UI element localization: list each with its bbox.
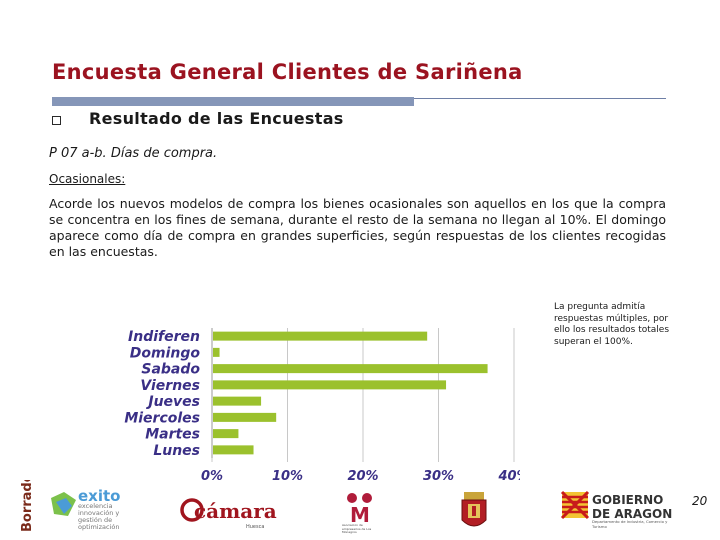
x-tick-label: 30% [423, 469, 454, 484]
page-number: 20 [692, 494, 708, 508]
x-tick-label: 10% [272, 469, 303, 484]
camara-logo: cámara Huesca [180, 498, 277, 530]
days-bar-chart: 0% 10% 20% 30% 40% IndiferenDomingoSabadoVier… [124, 328, 520, 484]
municipio-logo-sub: Asociación de empresarios de Los Monegro… [342, 524, 372, 534]
x-tick-label: 0% [201, 469, 223, 484]
section-subtitle: Resultado de las Encuestas [89, 109, 344, 128]
gobierno-sub: Departamento de Industria, Comercio y Tu… [592, 520, 668, 529]
exito-logo-text: exito [78, 487, 120, 505]
borrador-stamp: Borrador [20, 480, 35, 532]
gobierno-text-2: DE ARAGON [592, 507, 672, 521]
chart-bar [213, 445, 254, 455]
chart-bar [213, 347, 220, 357]
chart-bar [213, 364, 488, 374]
escudo-logo [461, 492, 487, 527]
exito-logo: exito excelencia innovación y gestión de… [51, 487, 120, 531]
chart-bar [213, 429, 239, 439]
title-rule-thin [414, 98, 666, 99]
borrador-stamp-text: Borrador [20, 480, 35, 532]
chart-bar [213, 331, 428, 341]
municipio-logo: M Asociación de empresarios de Los Moneg… [342, 493, 372, 534]
exito-tagline: excelencia innovación y gestión de optim… [78, 503, 120, 531]
x-tick-label: 20% [347, 469, 378, 484]
gobierno-aragon-logo: GOBIERNO DE ARAGON Departamento de Indus… [560, 490, 672, 529]
category-label: Indiferen [128, 329, 200, 345]
gobierno-text-1: GOBIERNO [592, 493, 663, 507]
category-label: Miercoles [124, 410, 200, 426]
chart-note: La pregunta admitía respuestas múltiples… [554, 302, 670, 347]
category-label: Lunes [153, 443, 200, 459]
bullet-square-icon [52, 116, 61, 125]
category-label: Sabado [141, 362, 200, 378]
x-tick-label: 40% [497, 469, 520, 484]
chart-bar [213, 380, 447, 390]
camara-logo-text: cámara [194, 499, 277, 523]
section-label: Ocasionales: [49, 172, 126, 186]
description-paragraph: Acorde los nuevos modelos de compra los … [49, 196, 666, 259]
question-label: P 07 a-b. Días de compra. [49, 146, 218, 161]
page-title: Encuesta General Clientes de Sariñena [52, 60, 523, 84]
category-label: Viernes [140, 378, 200, 394]
category-label: Martes [145, 427, 200, 443]
category-label: Jueves [145, 394, 200, 410]
title-rule-thick [52, 97, 414, 106]
municipio-logo-text: M [350, 503, 370, 527]
category-label: Domingo [130, 345, 201, 361]
chart-bar [213, 412, 277, 422]
chart-bar [213, 396, 262, 406]
camara-logo-sub: Huesca [246, 524, 264, 530]
